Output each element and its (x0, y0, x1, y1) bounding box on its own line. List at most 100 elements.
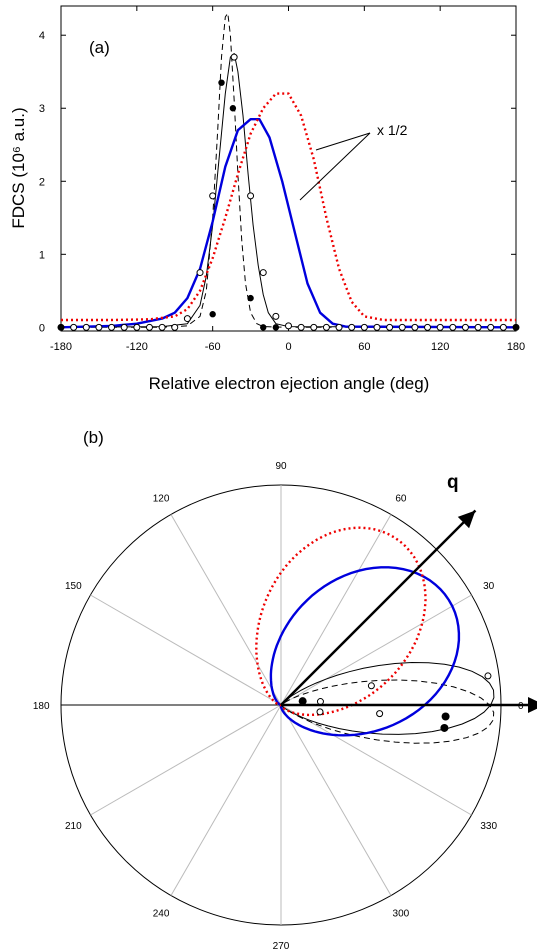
panel-label-b: (b) (83, 428, 104, 447)
polar-angle-label: 300 (393, 909, 410, 920)
panel-a-cartesian-chart: -180 -120 -60 0 60 120 180 0 1 2 3 4 (a) x 1/2 Rela… (9, 5, 525, 393)
plot-frame (60, 5, 517, 332)
filled-marker (218, 79, 225, 86)
open-marker (424, 323, 432, 331)
filled-marker (260, 324, 267, 331)
open-marker (171, 323, 179, 331)
open-marker (120, 323, 128, 331)
panel-label-a: (a) (89, 38, 110, 57)
open-marker (436, 323, 444, 331)
filled-marker (229, 105, 237, 112)
open-marker (82, 323, 90, 331)
open-marker (373, 323, 381, 331)
polar-spoke (280, 514, 392, 706)
y-tick-label: 3 (39, 103, 45, 115)
polar-angle-label: 90 (275, 461, 287, 472)
x-tick-label: 180 (507, 341, 525, 353)
open-marker (322, 323, 330, 331)
open-marker (461, 323, 469, 331)
open-marker (310, 323, 318, 331)
x-tick-label: 60 (358, 341, 370, 353)
open-marker (474, 323, 482, 331)
polar-angle-label: 0 (518, 701, 524, 712)
polar-angle-label: 210 (65, 821, 82, 832)
open-marker (108, 323, 116, 331)
annotation-pointer-blue (299, 132, 371, 201)
series-line-1 (61, 12, 516, 328)
x-tick-label: -120 (126, 341, 148, 353)
polar-angle-label: 330 (480, 821, 497, 832)
y-tick-label: 1 (39, 249, 45, 261)
polar-angle-label: 30 (483, 581, 495, 592)
polar-angle-label: 240 (153, 909, 170, 920)
annotation-pointer-red (315, 132, 371, 151)
filled-marker (440, 723, 449, 732)
filled-marker (441, 712, 450, 721)
polar-lobe-1 (280, 679, 495, 744)
open-marker (386, 323, 394, 331)
filled-marker (247, 294, 254, 302)
open-marker (209, 192, 217, 200)
open-marker (335, 323, 343, 331)
open-marker (360, 323, 368, 331)
series-line-3 (60, 118, 517, 329)
x-tick-label: 120 (431, 341, 449, 353)
polar-angle-label: 60 (395, 493, 407, 504)
open-marker (183, 315, 191, 323)
open-marker (487, 323, 495, 331)
open-marker (285, 322, 292, 330)
q-vector-arrow-shaft (280, 509, 477, 706)
open-marker (259, 269, 267, 277)
polar-angle-label: 270 (273, 941, 290, 951)
open-marker (367, 682, 375, 690)
polar-spoke (280, 594, 472, 706)
polar-lobe-3 (269, 566, 461, 737)
tick-labels: -180 -120 -60 0 60 120 180 0 1 2 3 4 (39, 30, 525, 353)
open-marker (316, 698, 324, 706)
polar-angle-label: 120 (153, 493, 170, 504)
x-tick-label: 0 (285, 341, 291, 353)
filled-marker (512, 324, 520, 331)
open-marker (449, 323, 457, 331)
open-marker (196, 269, 204, 277)
data-markers (57, 53, 520, 331)
series-line-2 (60, 53, 517, 328)
polar-spoke (170, 514, 282, 706)
filled-marker (298, 697, 307, 706)
open-marker (376, 710, 384, 718)
y-tick-label: 0 (39, 322, 45, 334)
filled-marker (57, 324, 65, 331)
open-marker (247, 192, 255, 200)
open-marker (499, 323, 507, 331)
y-tick-label: 2 (39, 176, 45, 188)
annotation-half: x 1/2 (377, 122, 408, 138)
polar-angle-label: 150 (65, 581, 82, 592)
q-vector-label: q (447, 472, 459, 493)
open-marker (95, 323, 103, 331)
open-marker (230, 53, 238, 61)
polar-spoke (90, 594, 282, 706)
open-marker (145, 323, 153, 331)
open-marker (158, 323, 166, 331)
polar-lobe-4 (255, 526, 427, 717)
open-marker (272, 312, 280, 320)
vectors (280, 509, 537, 713)
filled-marker (209, 311, 216, 318)
open-marker (411, 323, 419, 331)
open-marker (348, 323, 356, 331)
x-tick-label: -60 (205, 341, 221, 353)
incident-axis-arrow-head (528, 697, 537, 713)
q-vector-arrow-head (457, 510, 476, 529)
polar-spoke (280, 704, 392, 896)
open-marker (316, 708, 324, 716)
series-lines (60, 12, 517, 329)
filled-marker (272, 324, 280, 331)
x-tick-label: -180 (50, 341, 72, 353)
polar-spoke (170, 704, 282, 896)
tick-marks (60, 6, 517, 331)
y-axis-title: FDCS (10⁶ a.u.) (9, 107, 28, 228)
x-axis-title: Relative electron ejection angle (deg) (149, 374, 430, 393)
polar-spoke (280, 704, 472, 816)
polar-angle-labels: 0 30 60 90 120 150 180 210 240 270 300 330 (33, 461, 524, 951)
